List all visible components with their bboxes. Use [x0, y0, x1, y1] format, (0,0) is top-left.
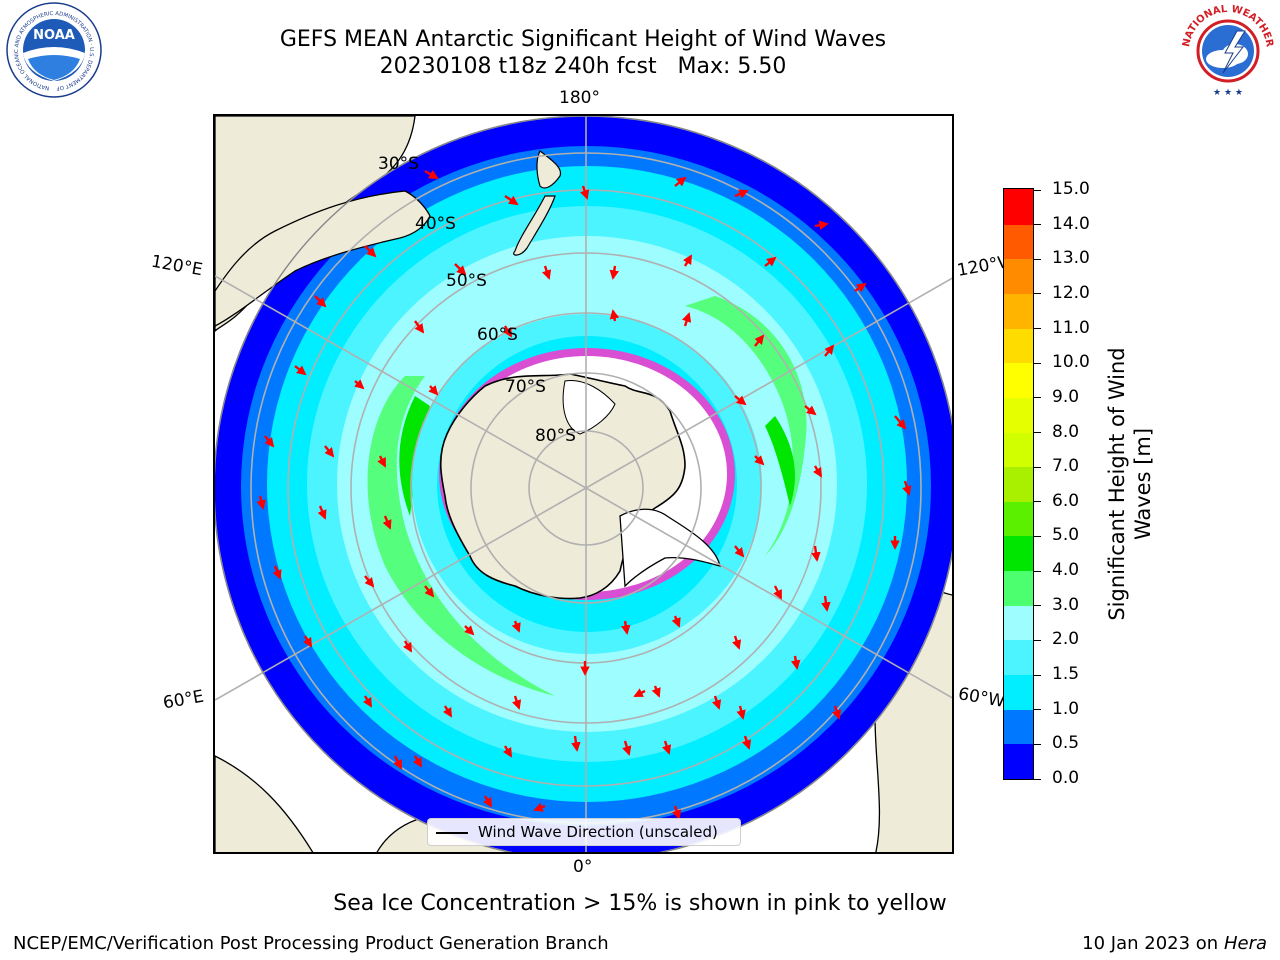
- colorbar-tick-label: 1.5: [1052, 664, 1080, 685]
- sea-ice-caption: Sea Ice Concentration > 15% is shown in …: [333, 891, 947, 916]
- colorbar-segment: [1004, 639, 1033, 676]
- colorbar-tick-label: 3.0: [1052, 594, 1080, 615]
- colorbar-tick-mark: [1034, 328, 1041, 330]
- colorbar-segment: [1004, 362, 1033, 398]
- lat-label-60s: 60°S: [477, 325, 518, 345]
- footer-date: 10 Jan 2023 on Hera: [1082, 933, 1267, 954]
- chart-subtitle: 20230108 t18z 240h fcst Max: 5.50: [379, 54, 787, 79]
- colorbar-segment: [1004, 743, 1033, 779]
- colorbar-tick-mark: [1034, 397, 1041, 399]
- land-corner-sw: [215, 755, 314, 852]
- colorbar-tick-label: 14.0: [1052, 213, 1090, 234]
- lat-label-70s: 70°S: [505, 377, 546, 397]
- colorbar-tick-label: 13.0: [1052, 248, 1090, 269]
- colorbar-tick-mark: [1034, 224, 1041, 226]
- colorbar-segment: [1004, 431, 1033, 468]
- new-zealand-south: [513, 195, 556, 256]
- footer-host: Hera: [1223, 933, 1267, 954]
- colorbar-tick-mark: [1034, 501, 1041, 503]
- colorbar-tick-label: 0.5: [1052, 733, 1080, 754]
- colorbar-tick-mark: [1034, 293, 1041, 295]
- ross-ice-shelf: [562, 380, 616, 435]
- colorbar-tick-mark: [1034, 432, 1041, 434]
- lat-label-80s: 80°S: [535, 426, 576, 446]
- colorbar-tick-mark: [1034, 258, 1041, 260]
- noaa-logo: NOAA NATIONAL OCEANIC AND ATMOSPHERIC AD…: [2, 1, 102, 98]
- noaa-logo-text: NOAA: [33, 28, 75, 43]
- colorbar-segment: [1004, 535, 1033, 572]
- colorbar-tick-mark: [1034, 570, 1041, 572]
- colorbar-tick-label: 0.0: [1052, 768, 1080, 788]
- colorbar-segment: [1004, 466, 1033, 502]
- colorbar-segment: [1004, 293, 1033, 329]
- footer-date-text: 10 Jan 2023 on: [1082, 933, 1219, 954]
- lat-label-50s: 50°S: [446, 271, 487, 291]
- australia: [215, 190, 431, 327]
- antarctic-peninsula: [619, 508, 721, 588]
- new-zealand-north: [536, 150, 562, 189]
- colorbar: [1003, 188, 1034, 780]
- colorbar-segment: [1004, 189, 1033, 225]
- colorbar-tick-mark: [1034, 674, 1041, 676]
- lat-label-40s: 40°S: [415, 214, 456, 234]
- colorbar-tick-label: 15.0: [1052, 179, 1090, 199]
- colorbar-segment: [1004, 501, 1033, 537]
- colorbar-tick-mark: [1034, 466, 1041, 468]
- colorbar-tick-label: 10.0: [1052, 352, 1090, 373]
- colorbar-segment: [1004, 258, 1033, 294]
- colorbar-tick-mark: [1034, 189, 1041, 191]
- colorbar-tick-label: 1.0: [1052, 698, 1080, 719]
- colorbar-tick-mark: [1034, 639, 1041, 641]
- nws-logo: NATIONAL WEATHER SERVICE ★ ★ ★: [1177, 1, 1275, 98]
- colorbar-segment: [1004, 674, 1033, 710]
- colorbar-tick-mark: [1034, 535, 1041, 537]
- chart-title: GEFS MEAN Antarctic Significant Height o…: [279, 27, 887, 52]
- colorbar-segment: [1004, 605, 1033, 641]
- colorbar-tick-label: 12.0: [1052, 282, 1090, 303]
- colorbar-tick-label: 5.0: [1052, 525, 1080, 546]
- colorbar-tick-mark: [1034, 778, 1041, 780]
- colorbar-tick-label: 2.0: [1052, 629, 1080, 650]
- colorbar-tick-label: 8.0: [1052, 421, 1080, 442]
- colorbar-title: Significant Height of Wind Waves [m]: [1105, 347, 1155, 621]
- colorbar-segment: [1004, 709, 1033, 745]
- svg-text:★ ★ ★: ★ ★ ★: [1213, 88, 1243, 98]
- colorbar-tick-mark: [1034, 709, 1041, 711]
- polar-map: [215, 116, 952, 852]
- legend-line-swatch: [436, 832, 468, 834]
- colorbar-segment: [1004, 328, 1033, 364]
- colorbar-tick-label: 11.0: [1052, 317, 1090, 338]
- colorbar-tick-mark: [1034, 362, 1041, 364]
- colorbar-segment: [1004, 570, 1033, 606]
- lon-label-120e: 120°E: [149, 251, 205, 281]
- lon-label-180: 180°: [559, 88, 600, 108]
- colorbar-tick-label: 4.0: [1052, 560, 1080, 581]
- footer-credit: NCEP/EMC/Verification Post Processing Pr…: [13, 933, 609, 954]
- colorbar-tick-label: 7.0: [1052, 456, 1080, 477]
- colorbar-tick-mark: [1034, 605, 1041, 607]
- colorbar-tick-mark: [1034, 743, 1041, 745]
- legend-label: Wind Wave Direction (unscaled): [478, 823, 718, 841]
- colorbar-tick-label: 9.0: [1052, 386, 1080, 407]
- lon-label-60w: 60°W: [956, 684, 1007, 712]
- colorbar-tick-label: 6.0: [1052, 490, 1080, 511]
- map-legend: Wind Wave Direction (unscaled): [427, 818, 741, 846]
- map-panel: 30°S 40°S 50°S 60°S 70°S 80°S: [213, 114, 954, 854]
- lat-label-30s: 30°S: [378, 154, 419, 174]
- lon-label-0: 0°: [573, 857, 593, 877]
- colorbar-segment: [1004, 397, 1033, 433]
- lon-label-60e: 60°E: [161, 686, 206, 714]
- colorbar-segment: [1004, 224, 1033, 260]
- wave-direction-arrows: [256, 169, 912, 820]
